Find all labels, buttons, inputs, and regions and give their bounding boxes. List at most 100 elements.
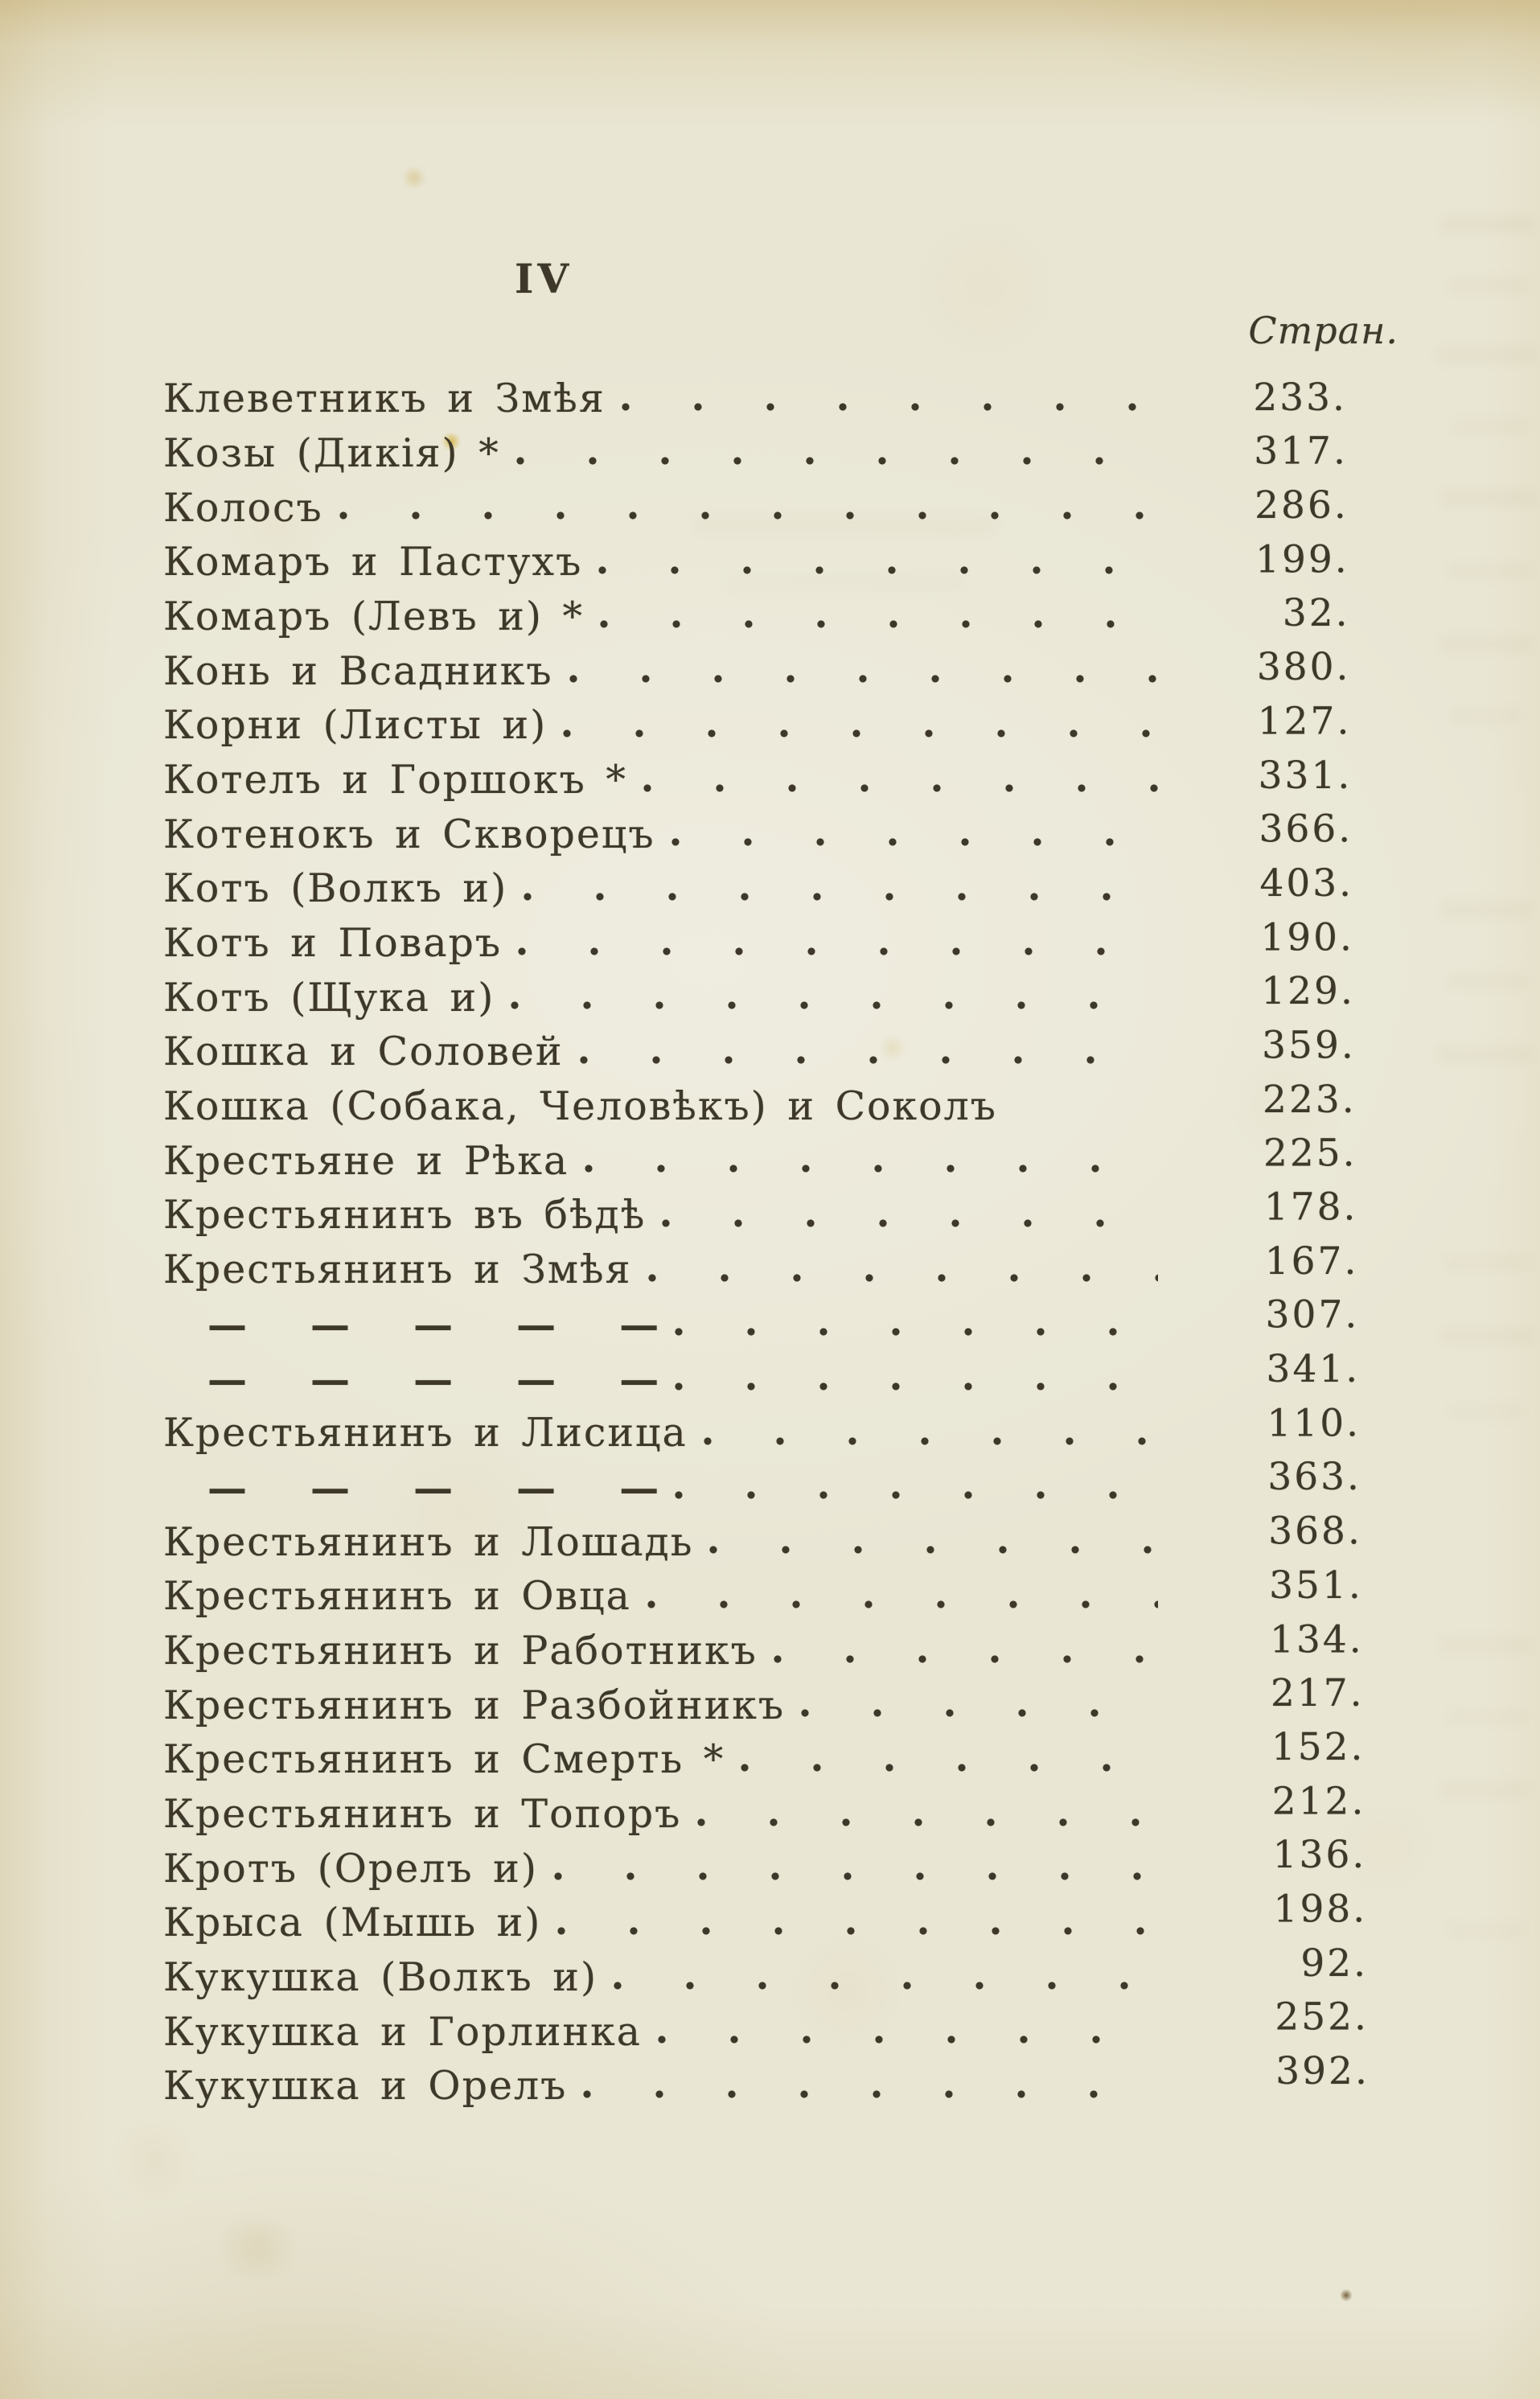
toc-entry: Клеветникъ и Змѣя 233. [163, 364, 1347, 418]
dot-leader [518, 947, 1158, 955]
paper-stain [400, 167, 428, 188]
bleedthrough-smudge [1448, 1922, 1525, 1938]
bleedthrough-smudge [1439, 216, 1534, 233]
toc-entry-page-number: 198. [1273, 1887, 1368, 1932]
dot-leader [647, 1273, 1158, 1282]
dot-leader [662, 1219, 1158, 1227]
toc-entry-title: Крестьянинъ и Змѣя [163, 1247, 632, 1293]
dot-leader [647, 1600, 1158, 1608]
bleedthrough-smudge [1448, 277, 1528, 294]
toc-entry: — — — — —341. [163, 1343, 1357, 1399]
toc-entry-page-number: 110. [1267, 1401, 1361, 1446]
dot-leader [515, 457, 1158, 466]
bleedthrough-smudge [1446, 1709, 1526, 1725]
dot-leader [524, 892, 1158, 901]
toc-entry: Кукушка (Волкъ и) 92. [163, 1942, 1365, 2001]
bleedthrough-smudge [1439, 489, 1536, 507]
toc-entry-title: Крестьянинъ и Овца [163, 1573, 631, 1620]
toc-entry-page-number: 366. [1259, 807, 1353, 852]
toc-entry: Котъ (Волкъ и) 403. [163, 853, 1351, 912]
dot-leader [703, 1436, 1158, 1445]
table-of-contents: Клеветникъ и Змѣя 233. Козы (Дикія) * 317. К… [163, 364, 1367, 2109]
toc-entry: Кротъ (Орелъ и) 136. [163, 1834, 1364, 1888]
toc-entry-page-number: 363. [1267, 1455, 1361, 1500]
toc-entry-page-number: 190. [1260, 915, 1354, 960]
dot-leader [801, 1709, 1158, 1718]
dot-leader [585, 1165, 1158, 1173]
toc-entry-title: Кукушка (Волкъ и) [163, 1954, 598, 2001]
dot-leader [563, 729, 1158, 737]
toc-entry-title: Комаръ и Пастухъ [163, 539, 583, 585]
bleedthrough-smudge [1435, 346, 1536, 364]
toc-entry-title: Крестьяне и Рѣка [163, 1137, 569, 1184]
dot-leader [671, 838, 1158, 847]
toc-entry-page-number: 92. [1300, 1941, 1369, 1986]
toc-entry: Комаръ и Пастухъ 199. [163, 527, 1347, 581]
dot-leader [569, 675, 1158, 684]
toc-entry: Крестьянинъ и Разбойникъ 217. [163, 1670, 1362, 1724]
toc-entry-title: Кошка (Собака, Человѣкъ) и Соколъ [163, 1083, 997, 1130]
toc-entry: Крестьянинъ и Змѣя 167. [163, 1234, 1356, 1293]
toc-entry-page-number: 225. [1263, 1131, 1357, 1176]
toc-entry-page-number: 368. [1268, 1509, 1362, 1554]
dot-leader [557, 1926, 1158, 1935]
toc-entry-page-number: 341. [1266, 1347, 1361, 1392]
toc-entry-page-number: 129. [1261, 969, 1355, 1014]
toc-entry-title: Кошка и Соловей [163, 1029, 564, 1075]
toc-entry: Кукушка и Горлинка 252. [163, 1997, 1366, 2052]
toc-entry-page-number: 403. [1259, 861, 1354, 906]
bleedthrough-smudge [1448, 973, 1528, 989]
toc-entry: Корни (Листы и) 127. [163, 690, 1349, 746]
ink-fleck [1340, 2289, 1353, 2302]
toc-entry: Кошка и Соловей 359. [163, 1017, 1353, 1075]
toc-entry-title: Котъ (Щука и) [163, 974, 495, 1021]
toc-entry: Комаръ (Левъ и) * 32. [163, 581, 1350, 639]
toc-entry-title: Конь и Всадникъ [163, 647, 553, 694]
toc-entry-ditto-marks: — — — — — [207, 1464, 659, 1511]
toc-entry-title: Котъ (Волкъ и) [163, 865, 508, 912]
toc-entry-page-number: 167. [1264, 1239, 1359, 1284]
toc-entry: Котелъ и Горшокъ * 331. [163, 745, 1349, 799]
dot-leader [675, 1328, 1158, 1337]
toc-entry-title: Колосъ [163, 484, 323, 531]
dot-leader [1013, 1111, 1158, 1119]
toc-entry-title: Крестьянинъ и Лошадь [163, 1518, 694, 1565]
dot-leader [773, 1654, 1158, 1663]
toc-entry-title: Кукушка и Орелъ [163, 2063, 568, 2109]
toc-entry: — — — — — 363. [163, 1452, 1359, 1511]
toc-entry-page-number: 286. [1255, 483, 1349, 528]
toc-entry-title: Крестьянинъ и Топоръ [163, 1791, 682, 1838]
dot-leader [658, 2035, 1158, 2044]
pages-column-header: Стран. [1248, 309, 1398, 352]
toc-entry: Крестьянинъ и Смерть * 152. [163, 1724, 1363, 1783]
toc-entry-page-number: 307. [1265, 1292, 1360, 1337]
toc-entry-title: Крестьянинъ и Смерть * [163, 1736, 725, 1783]
dot-leader [675, 1382, 1158, 1391]
toc-entry-page-number: 331. [1258, 753, 1353, 798]
bleedthrough-smudge [1449, 708, 1523, 724]
toc-entry-page-number: 178. [1263, 1185, 1358, 1230]
bleedthrough-smudge [1438, 635, 1533, 653]
dot-leader [579, 1055, 1158, 1064]
dot-leader [511, 1001, 1158, 1010]
bleedthrough-smudge [1439, 901, 1532, 918]
toc-entry-ditto-marks: — — — — — [207, 1300, 659, 1348]
toc-entry: Крестьянинъ и Работникъ 134. [163, 1616, 1361, 1670]
dot-leader [709, 1546, 1158, 1555]
toc-entry-title: Комаръ (Левъ и) * [163, 593, 585, 639]
bleedthrough-smudge [1443, 1255, 1530, 1271]
toc-entry-page-number: 32. [1282, 591, 1350, 636]
toc-entry: Кошка (Собака, Человѣкъ) и Соколъ 223. [163, 1071, 1354, 1130]
dot-leader [741, 1763, 1158, 1772]
dot-leader [697, 1818, 1158, 1826]
toc-entry: Крестьянинъ и Топоръ 212. [163, 1779, 1363, 1838]
toc-entry-page-number: 136. [1272, 1833, 1367, 1878]
dot-leader [553, 1872, 1158, 1881]
toc-entry-page-number: 351. [1269, 1563, 1363, 1608]
toc-entry-page-number: 134. [1270, 1616, 1364, 1662]
paper-stain [209, 2220, 306, 2276]
toc-entry-title: Козы (Дикія) * [163, 429, 500, 476]
bleedthrough-smudge [1439, 1327, 1534, 1345]
toc-entry-title: Клеветникъ и Змѣя [163, 376, 606, 422]
